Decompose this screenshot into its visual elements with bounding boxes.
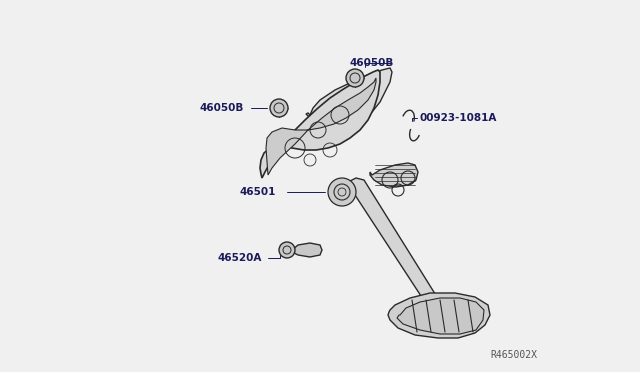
Polygon shape	[345, 178, 450, 322]
Circle shape	[270, 99, 288, 117]
Polygon shape	[388, 293, 490, 338]
Text: 46050B: 46050B	[350, 58, 394, 68]
Circle shape	[279, 242, 295, 258]
Polygon shape	[260, 70, 380, 178]
Circle shape	[346, 69, 364, 87]
Polygon shape	[370, 163, 418, 187]
Polygon shape	[306, 68, 392, 122]
Circle shape	[328, 178, 356, 206]
Text: 46501: 46501	[240, 187, 276, 197]
Polygon shape	[290, 243, 322, 257]
Text: 46520A: 46520A	[218, 253, 262, 263]
Text: R465002X: R465002X	[490, 350, 537, 360]
Text: 46050B: 46050B	[200, 103, 244, 113]
Text: 00923-1081A: 00923-1081A	[420, 113, 497, 123]
Polygon shape	[397, 298, 484, 334]
Polygon shape	[266, 78, 376, 175]
